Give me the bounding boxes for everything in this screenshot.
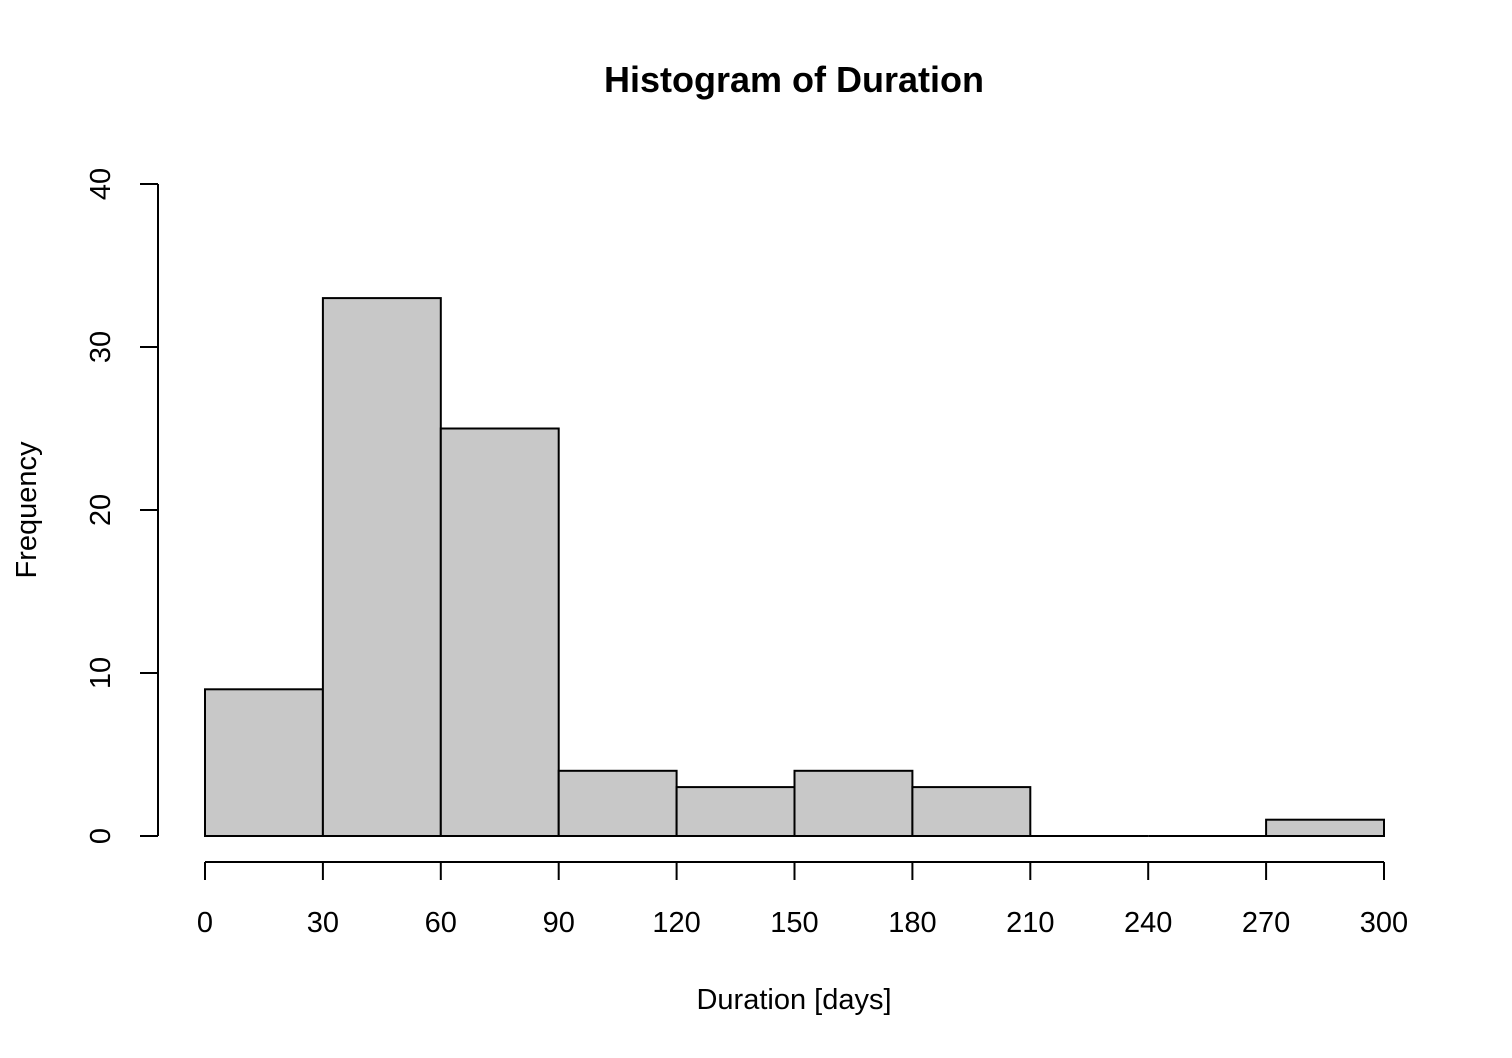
histogram-bar-3: [557, 769, 678, 837]
x-tick-label: 300: [1360, 907, 1408, 939]
chart-title: Histogram of Duration: [604, 59, 984, 100]
x-tick-label: 30: [307, 907, 339, 939]
y-tick-label: 0: [85, 828, 117, 844]
x-tick-label: 270: [1242, 907, 1290, 939]
x-tick-label: 150: [770, 907, 818, 939]
y-tick-label: 20: [85, 494, 117, 526]
histogram-bar-9: [1265, 818, 1385, 838]
x-tick-label: 60: [425, 907, 457, 939]
histogram-bar-0: [204, 688, 324, 837]
x-tick-label: 0: [197, 907, 213, 939]
y-tick-label: 30: [85, 331, 117, 363]
x-tick-label: 90: [543, 907, 575, 939]
histogram-bar-5: [793, 769, 914, 837]
y-axis: 0 10 20 30 40: [85, 168, 159, 844]
histogram-bar-2: [439, 427, 560, 837]
histogram-bar-4: [675, 786, 796, 837]
y-axis-label: Frequency: [11, 441, 43, 579]
y-tick-label: 10: [85, 657, 117, 689]
histogram-bar-6: [911, 786, 1032, 837]
x-axis-label: Duration [days]: [696, 984, 891, 1016]
x-tick-label: 240: [1124, 907, 1172, 939]
histogram-bar-1: [321, 297, 442, 838]
x-tick-label: 120: [652, 907, 700, 939]
x-tick-label: 210: [1006, 907, 1054, 939]
y-tick-label: 40: [85, 168, 117, 200]
bars-group: [204, 297, 1385, 838]
x-axis: 0 30 60 90 120 150 180 210 240 270 300: [197, 861, 1408, 939]
x-tick-label: 180: [888, 907, 936, 939]
